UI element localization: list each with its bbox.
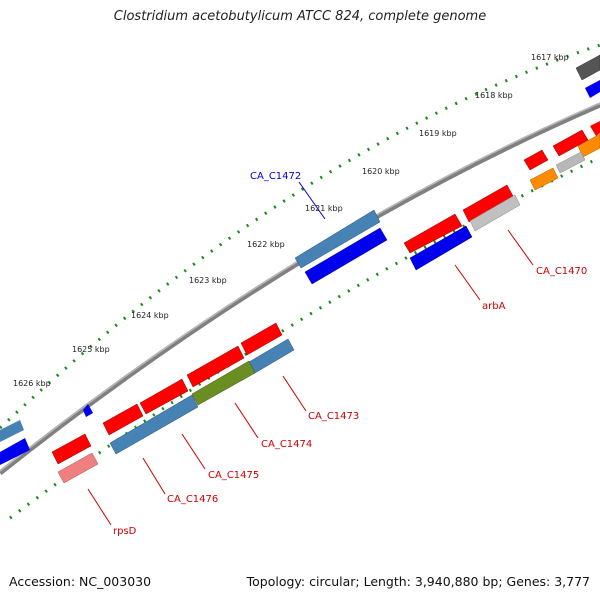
leader-c1472	[298, 181, 326, 220]
gene-red-c1476[interactable]	[102, 403, 144, 436]
gene-steelblue-c1475[interactable]	[109, 394, 199, 455]
leader-c1475	[181, 433, 206, 470]
inner-tick-track	[9, 158, 596, 520]
gene-red-arba-upper[interactable]	[403, 213, 463, 254]
genome-backbone-highlight	[0, 102, 600, 472]
gene-gray-c1470[interactable]	[469, 194, 521, 232]
gene-label-ca-c1473[interactable]: CA_C1473	[308, 411, 359, 422]
accession-text: Accession: NC_003030	[9, 574, 152, 589]
kbp-label-1623: 1623 kbp	[189, 276, 227, 285]
leader-arba	[454, 264, 481, 301]
map-title: Clostridium acetobutylicum ATCC 824, com…	[113, 9, 487, 24]
gene-pink-rpsd[interactable]	[57, 452, 99, 484]
gene-steelblue-edge[interactable]	[0, 420, 24, 442]
kbp-label-1625: 1625 kbp	[72, 345, 110, 354]
kbp-label-1626: 1626 kbp	[13, 379, 51, 388]
gene-dark-1617[interactable]	[575, 54, 600, 81]
gene-red-right-2[interactable]	[552, 129, 589, 157]
leader-c1476	[142, 457, 166, 495]
gene-red-c1473a[interactable]	[240, 322, 283, 356]
gene-label-ca-c1476[interactable]: CA_C1476	[167, 494, 218, 505]
kbp-label-1621: 1621 kbp	[305, 204, 343, 213]
gene-olive-c1474[interactable]	[191, 360, 256, 406]
gene-red-c1475[interactable]	[139, 378, 189, 415]
leader-c1473	[282, 375, 307, 412]
gene-red-c1474[interactable]	[186, 345, 245, 388]
gene-features	[0, 54, 600, 484]
leader-lines	[87, 181, 534, 526]
gene-blue-arba[interactable]	[409, 225, 473, 271]
gene-blue-edge[interactable]	[0, 438, 30, 465]
gene-label-ca-c1475[interactable]: CA_C1475	[208, 470, 259, 481]
gene-blue-small-arrow[interactable]	[83, 404, 93, 417]
gene-label-ca-c1474[interactable]: CA_C1474	[261, 439, 312, 450]
gene-label-ca-c1472[interactable]: CA_C1472	[250, 171, 301, 182]
gene-red-right-3[interactable]	[590, 121, 600, 136]
gene-blue-corner[interactable]	[585, 80, 600, 98]
leader-c1470	[507, 229, 534, 266]
kbp-label-1617: 1617 kbp	[531, 53, 569, 62]
kbp-label-1619: 1619 kbp	[419, 129, 457, 138]
outer-tick-track	[0, 43, 600, 430]
topology-text: Topology: circular; Length: 3,940,880 bp…	[246, 574, 590, 589]
gene-label-ca-c1470[interactable]: CA_C1470	[536, 266, 587, 277]
genome-backbone	[0, 102, 600, 475]
gene-label-rpsd[interactable]: rpsD	[113, 526, 137, 537]
leader-c1474	[234, 402, 259, 439]
gene-gray-right[interactable]	[555, 151, 586, 174]
kbp-label-1624: 1624 kbp	[131, 311, 169, 320]
gene-red-rpsd[interactable]	[51, 433, 92, 465]
kbp-label-1622: 1622 kbp	[247, 240, 285, 249]
gene-steelblue-c1472[interactable]	[294, 209, 381, 269]
gene-label-arba[interactable]: arbA	[482, 301, 506, 312]
kbp-label-1618: 1618 kbp	[475, 91, 513, 100]
gene-blue-c1472-lower[interactable]	[304, 227, 388, 285]
gene-orange-1[interactable]	[529, 167, 559, 191]
leader-rpsd	[87, 488, 112, 526]
kbp-label-1620: 1620 kbp	[362, 167, 400, 176]
gene-red-right-1[interactable]	[523, 149, 549, 171]
